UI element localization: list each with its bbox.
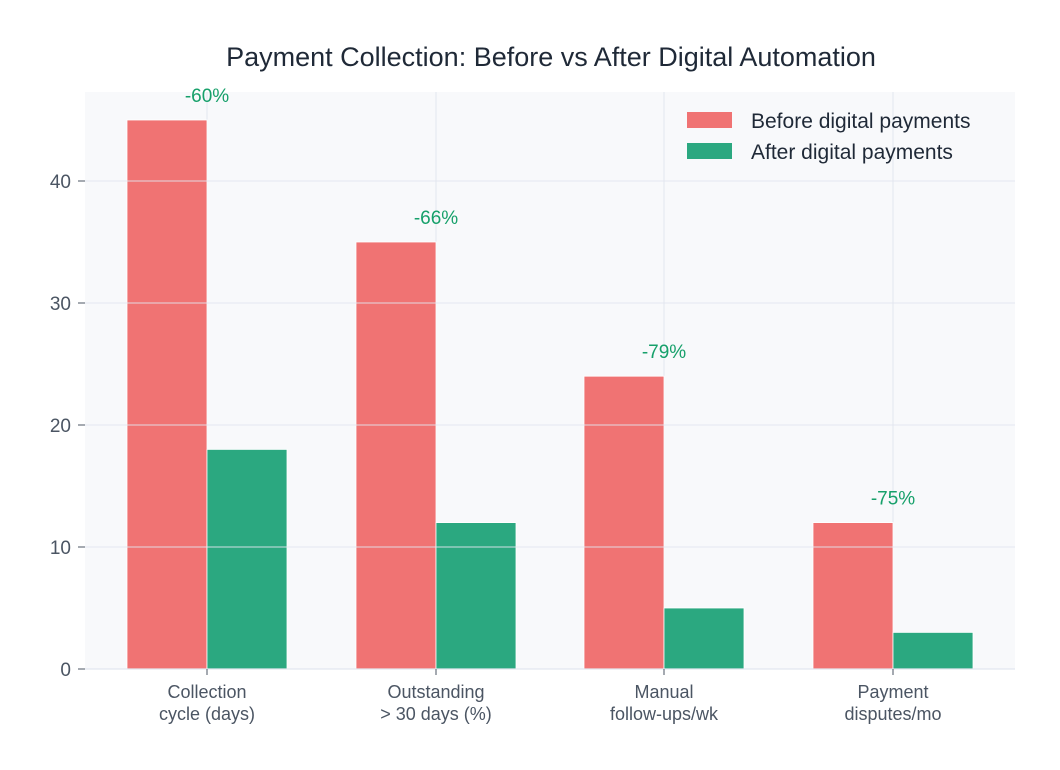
bar-before-2	[583, 375, 665, 670]
bar-after-3	[892, 632, 974, 670]
reduction-label: -75%	[871, 489, 915, 510]
bar-before-0	[126, 119, 208, 670]
y-tick-label: 0	[60, 660, 71, 681]
x-category-label: Payment	[857, 682, 928, 702]
x-category-label: > 30 days (%)	[380, 704, 492, 724]
y-axis: 0 10 20 30 40	[50, 172, 85, 681]
y-tick-label: 20	[50, 416, 71, 437]
bar-after-1	[435, 522, 517, 670]
reduction-label: -79%	[642, 342, 686, 363]
x-category-label: Manual	[634, 682, 693, 702]
x-category-label: follow-ups/wk	[610, 704, 719, 724]
x-category-label: cycle (days)	[159, 704, 255, 724]
y-tick-label: 40	[50, 172, 71, 193]
legend-label: Before digital payments	[751, 110, 970, 133]
reduction-label: -60%	[185, 86, 229, 107]
chart-title: Payment Collection: Before vs After Digi…	[226, 42, 876, 72]
legend-label: After digital payments	[751, 141, 953, 164]
x-category-label: Collection	[167, 682, 246, 702]
y-tick-label: 30	[50, 294, 71, 315]
y-tick-label: 10	[50, 538, 71, 559]
reduction-annotations: -60% -66% -79% -75%	[185, 86, 915, 510]
bar-after-2	[663, 607, 745, 670]
legend: Before digital payments After digital pay…	[687, 110, 970, 164]
reduction-label: -66%	[414, 208, 458, 229]
y-gridlines	[85, 180, 1015, 670]
x-category-label: disputes/mo	[844, 704, 941, 724]
bar-before-1	[355, 241, 437, 670]
bar-before-3	[812, 522, 894, 670]
x-category-label: Outstanding	[387, 682, 484, 702]
bar-after-0	[206, 448, 288, 670]
